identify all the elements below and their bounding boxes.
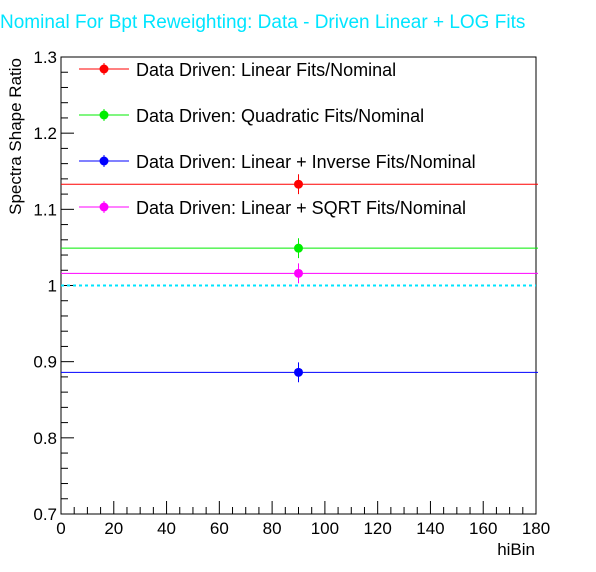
legend-label-3: Data Driven: Linear + Inverse Fits/Nomin… [136, 152, 476, 172]
x-tick-label: 140 [416, 519, 444, 538]
y-tick-label: 1.1 [33, 200, 57, 219]
series-point-3 [294, 367, 303, 377]
x-tick-label: 20 [104, 519, 123, 538]
series-point-4 [294, 268, 303, 278]
y-tick-label: 1 [48, 277, 57, 296]
x-tick-label: 100 [311, 519, 339, 538]
legend-marker-1 [99, 64, 109, 74]
y-axis-title: Spectra Shape Ratio [6, 58, 25, 215]
legend-marker-4 [99, 202, 109, 212]
chart-title: Nominal For Bpt Reweighting: Data - Driv… [0, 12, 525, 33]
legend-label-4: Data Driven: Linear + SQRT Fits/Nominal [136, 198, 466, 218]
x-tick-label: 80 [263, 519, 282, 538]
x-tick-label: 180 [522, 519, 550, 538]
legend-marker-3 [99, 156, 109, 166]
legend-marker-2 [99, 110, 109, 120]
series-point-1 [294, 179, 303, 189]
series-point-2 [294, 243, 303, 253]
x-tick-label: 160 [469, 519, 497, 538]
y-tick-label: 0.9 [33, 353, 57, 372]
x-tick-label: 120 [363, 519, 391, 538]
legend-label-1: Data Driven: Linear Fits/Nominal [136, 60, 396, 80]
y-tick-label: 1.3 [33, 48, 57, 67]
y-tick-label: 1.2 [33, 124, 57, 143]
legend-label-2: Data Driven: Quadratic Fits/Nominal [136, 106, 424, 126]
y-tick-label: 0.7 [33, 505, 57, 524]
x-tick-label: 0 [56, 519, 65, 538]
x-tick-label: 40 [157, 519, 176, 538]
y-tick-label: 0.8 [33, 429, 57, 448]
x-axis-title: hiBin [497, 540, 535, 559]
x-tick-label: 60 [210, 519, 229, 538]
